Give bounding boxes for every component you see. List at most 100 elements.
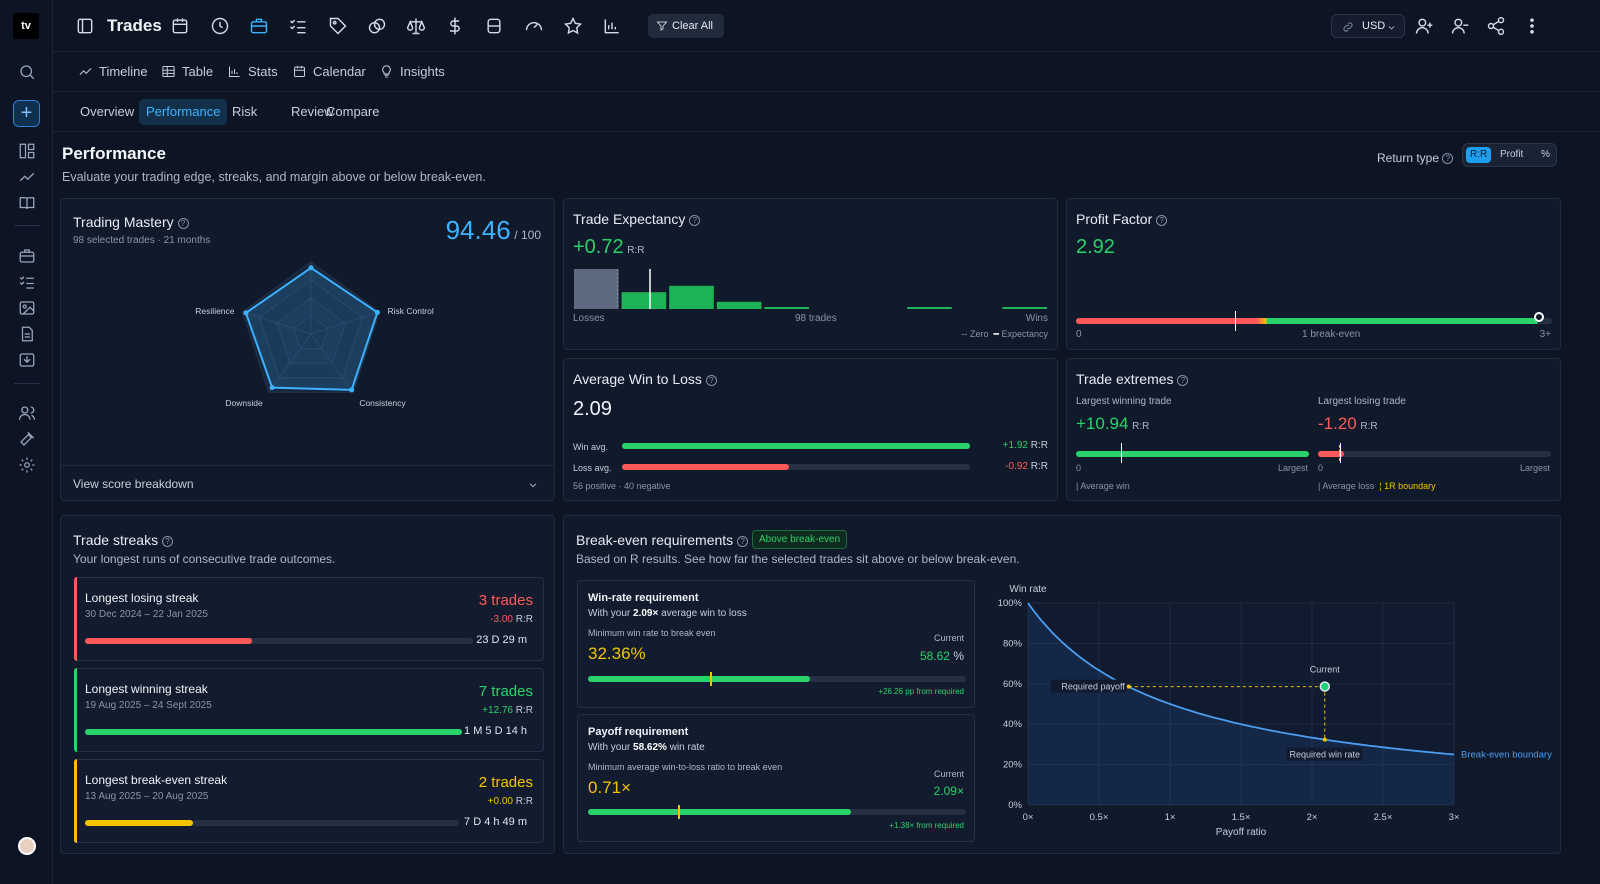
help-icon[interactable]: ? [737, 536, 749, 547]
streak-accent [74, 759, 77, 843]
largest-loss-label: Largest losing trade [1318, 396, 1406, 407]
calendar-icon [294, 65, 305, 77]
tab-stats[interactable]: Stats [227, 64, 278, 79]
required-payoff-point [1126, 684, 1131, 689]
streak-duration: 7 D 4 h 49 m [464, 816, 527, 828]
streak-accent [74, 577, 77, 661]
current-label: Current [933, 769, 964, 779]
tab-review[interactable]: Review [291, 104, 334, 119]
checklist-icon[interactable] [16, 271, 38, 293]
winrate-bar [588, 672, 966, 686]
briefcase-icon[interactable] [247, 14, 271, 38]
streak-duration: 23 D 29 m [476, 634, 527, 646]
tab-compare[interactable]: Compare [326, 104, 380, 119]
streak-count: 7 trades [478, 683, 533, 700]
sub-tabs: Overview Performance Risk Review Compare [53, 92, 1600, 132]
help-icon[interactable]: ? [1442, 153, 1454, 164]
users-icon[interactable] [16, 402, 38, 424]
help-icon[interactable]: ? [1177, 375, 1189, 386]
currency-select[interactable]: USD [1331, 14, 1405, 38]
help-icon[interactable]: ? [161, 536, 173, 547]
streak-dates: 19 Aug 2025 – 24 Sept 2025 [85, 700, 212, 711]
streak-dates: 13 Aug 2025 – 20 Aug 2025 [85, 791, 209, 802]
axis-label-losses: Losses [573, 313, 605, 324]
help-icon[interactable]: ? [1156, 215, 1168, 226]
image-icon[interactable] [16, 297, 38, 319]
histogram-bar [716, 301, 762, 309]
required-marker [710, 672, 713, 686]
trend-icon[interactable] [16, 166, 38, 188]
expectancy-title: Trade Expectancy ? [573, 211, 701, 227]
tab-overview[interactable]: Overview [80, 104, 135, 119]
search-icon[interactable] [16, 61, 38, 83]
briefcase-icon[interactable] [16, 245, 38, 267]
table-icon [162, 66, 175, 77]
bar-chart-icon[interactable] [600, 14, 624, 38]
chevron-down-icon[interactable] [528, 480, 538, 490]
histogram-bar [1002, 307, 1047, 309]
current-label: Current [933, 633, 964, 643]
help-icon[interactable]: ? [177, 218, 189, 229]
avatar[interactable] [18, 837, 36, 855]
break-even-subtitle: Based on R results. See how far the sele… [576, 552, 1020, 566]
break-even-card: Break-even requirements ? Above break-ev… [563, 515, 1561, 854]
gear-icon[interactable] [16, 454, 38, 476]
streaks-title: Trade streaks ? [73, 532, 173, 548]
gauge-icon[interactable] [522, 14, 546, 38]
expectancy-histogram [574, 269, 1047, 309]
tab-timeline[interactable]: Timeline [78, 64, 148, 79]
mastery-radar-chart: EdgeRisk ControlConsistencyDownsideResil… [195, 261, 434, 408]
scale-largest: Largest [1520, 463, 1551, 473]
label-background [1286, 747, 1363, 761]
more-options-icon[interactable] [1520, 14, 1544, 38]
histogram-bar [669, 285, 714, 309]
histogram-bar [621, 292, 667, 309]
app-logo[interactable]: tv [13, 13, 39, 39]
calendar-icon[interactable] [168, 14, 192, 38]
loss-avg-fill [622, 464, 790, 470]
current-value: 58.62 % [919, 649, 964, 663]
win-loss-footer: 56 positive · 40 negative [573, 481, 671, 491]
view-tabs: Timeline Table Stats Calendar Insights [53, 52, 1600, 92]
tab-risk[interactable]: Risk [232, 104, 258, 119]
add-user-icon[interactable] [1412, 14, 1436, 38]
checklist-icon[interactable] [286, 14, 310, 38]
return-option-percent[interactable]: % [1541, 149, 1550, 160]
dashboard-icon[interactable] [16, 140, 38, 162]
tab-calendar[interactable]: Calendar [292, 64, 366, 79]
coins-icon[interactable] [365, 14, 389, 38]
view-score-breakdown[interactable]: View score breakdown [73, 477, 194, 491]
clear-all-button[interactable]: Clear All [648, 14, 724, 38]
star-icon[interactable] [561, 14, 585, 38]
sidebar-toggle-icon[interactable] [73, 14, 97, 38]
streak-bar-fill [85, 729, 462, 735]
largest-win-bar [1076, 451, 1309, 457]
help-icon[interactable]: ? [705, 375, 717, 386]
scale-largest: Largest [1278, 463, 1309, 473]
tag-icon[interactable] [326, 14, 350, 38]
win-loss-value: 2.09 [573, 398, 612, 420]
share-icon[interactable] [1484, 14, 1508, 38]
required-value: 0.71× [588, 778, 632, 797]
document-icon[interactable] [16, 323, 38, 345]
radar-axis-label: Risk Control [387, 306, 433, 316]
dollar-icon[interactable] [443, 14, 467, 38]
tab-table[interactable]: Table [161, 64, 213, 79]
scale-icon[interactable] [404, 14, 428, 38]
return-option-profit[interactable]: Profit [1500, 149, 1524, 160]
add-trade-button[interactable]: + [13, 100, 40, 127]
tab-insights[interactable]: Insights [379, 64, 445, 79]
tab-performance[interactable]: Performance [139, 99, 228, 125]
book-icon[interactable] [16, 192, 38, 214]
import-icon[interactable] [16, 349, 38, 371]
trade-extremes-card: Trade extremes ? Largest winning trade +… [1066, 358, 1561, 501]
remove-user-icon[interactable] [1448, 14, 1472, 38]
hammer-icon[interactable] [16, 428, 38, 450]
streak-count: 3 trades [478, 592, 533, 609]
return-option-rr[interactable]: R:R [1466, 147, 1492, 163]
help-icon[interactable]: ? [689, 215, 701, 226]
timeline-icon [79, 68, 92, 75]
clock-icon[interactable] [208, 14, 232, 38]
break-even-chart: 0% 20% 40% 60% 80% 100% 0× 0.5× 1× 1.5× 2× 2.5× 3× Wi… [998, 584, 1552, 838]
layout-icon[interactable] [482, 14, 506, 38]
